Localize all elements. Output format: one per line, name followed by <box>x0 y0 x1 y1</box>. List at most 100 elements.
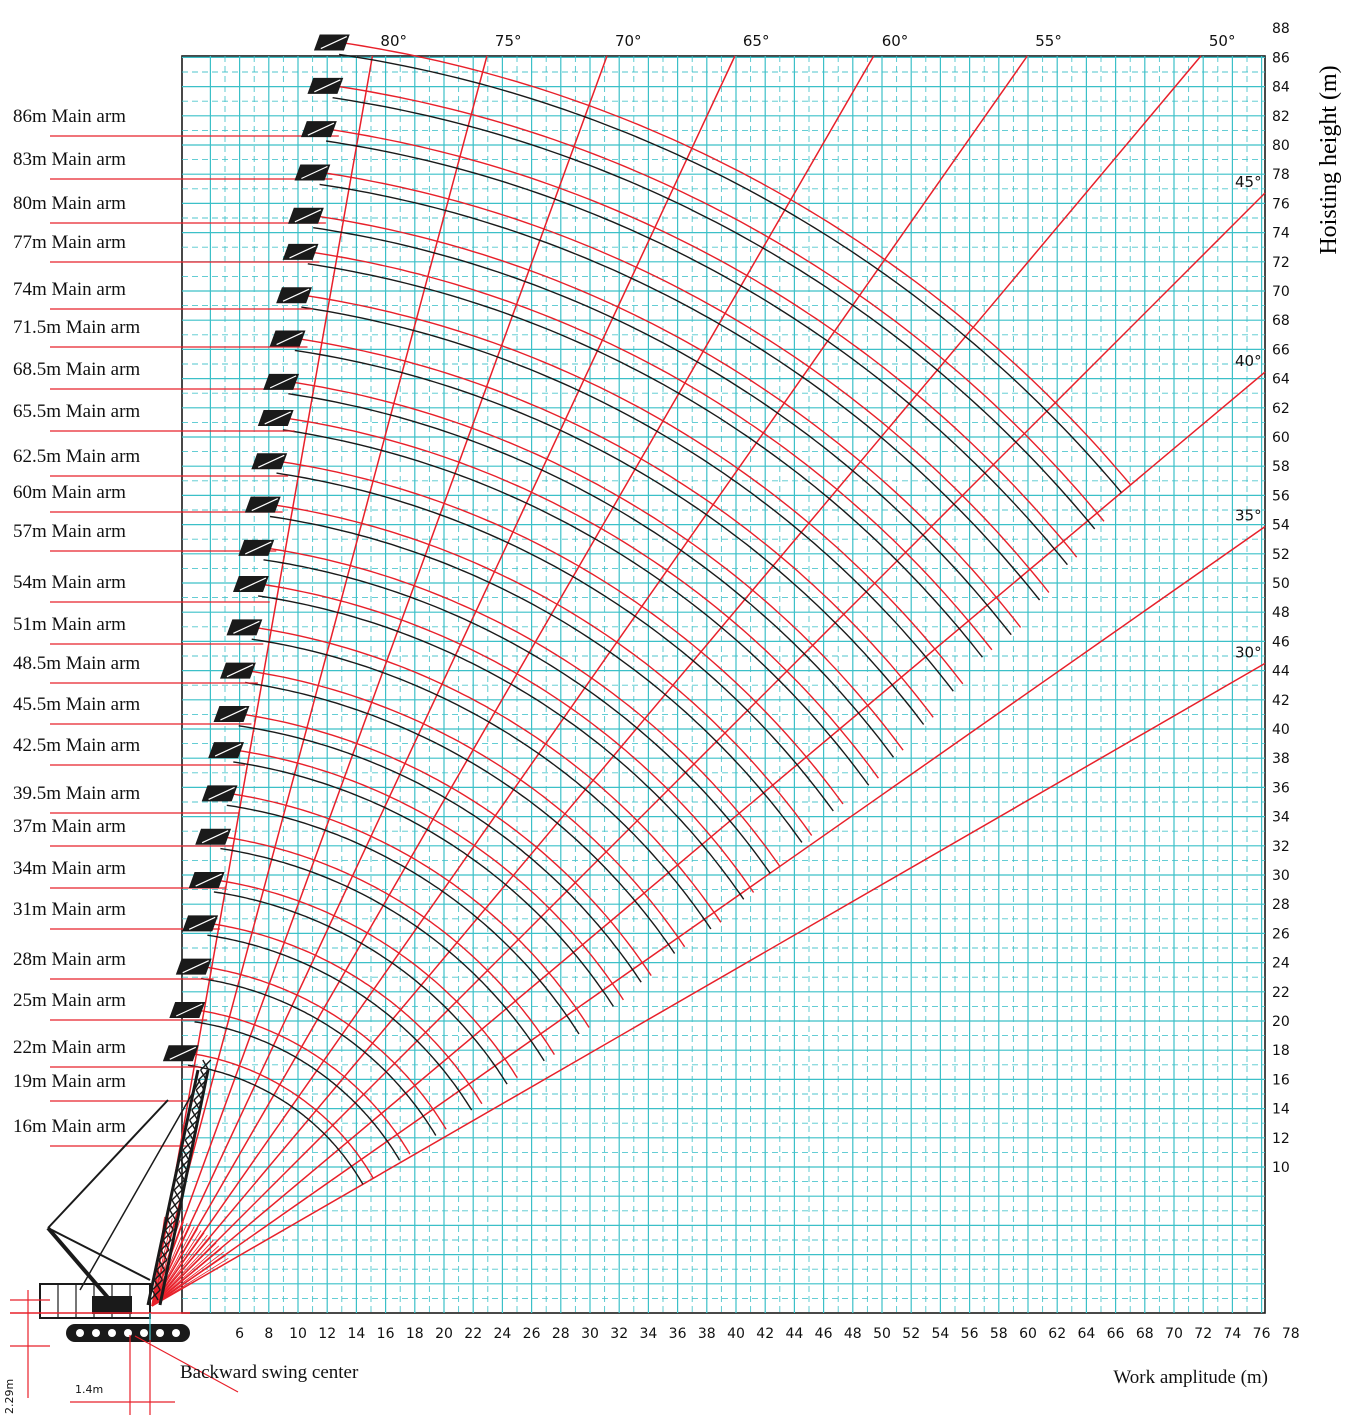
y-tick-label: 36 <box>1272 780 1290 796</box>
y-tick-label: 76 <box>1272 196 1290 212</box>
angle-label: 70° <box>615 32 642 50</box>
boom-label: 16m Main arm <box>13 1116 126 1137</box>
angle-line <box>152 663 1265 1306</box>
x-tick-label: 10 <box>289 1326 307 1342</box>
axis-ticks: 6 8 10 12 14 16 18 20 22 24 26 28 30 32 34 36 38 40 42 44 46… <box>235 21 1300 1342</box>
angle-label: 65° <box>743 32 770 50</box>
boom-arc-black <box>252 639 711 929</box>
x-tick-label: 16 <box>377 1326 395 1342</box>
boom-arc-black <box>301 307 953 691</box>
y-tick-label: 48 <box>1272 605 1290 621</box>
x-tick-label: 44 <box>785 1326 803 1342</box>
x-tick-label: 6 <box>235 1326 244 1342</box>
y-tick-label: 72 <box>1272 255 1290 271</box>
y-tick-label: 56 <box>1272 488 1290 504</box>
mast <box>48 1228 110 1300</box>
y-tick-label: 16 <box>1272 1072 1290 1088</box>
y-tick-label: 18 <box>1272 1043 1290 1059</box>
boom-label: 51m Main arm <box>13 614 126 635</box>
boom-arc-red <box>216 880 518 1078</box>
angle-label: 75° <box>495 32 522 50</box>
y-tick-label: 64 <box>1272 372 1290 388</box>
y-tick-label: 34 <box>1272 810 1290 826</box>
angle-label: 60° <box>882 32 909 50</box>
swing-center-label: Backward swing center <box>180 1362 359 1383</box>
boom-label: 74m Main arm <box>13 279 126 300</box>
boom-label: 39.5m Main arm <box>13 783 140 804</box>
boom-arc-black <box>277 473 834 811</box>
boom-lattice <box>187 1130 193 1140</box>
y-tick-label: 70 <box>1272 284 1290 300</box>
x-tick-label: 58 <box>990 1326 1008 1342</box>
x-tick-label: 14 <box>347 1326 365 1342</box>
x-tick-label: 30 <box>581 1326 599 1342</box>
y-tick-label: 26 <box>1272 926 1290 942</box>
boom-head <box>227 619 263 635</box>
y-tick-label: 50 <box>1272 576 1290 592</box>
y-tick-label: 40 <box>1272 722 1290 738</box>
boom-arc-red <box>196 1010 410 1154</box>
y-tick-label: 78 <box>1272 167 1290 183</box>
boom-head <box>301 121 337 137</box>
boom-head <box>220 663 256 679</box>
boom-head <box>294 164 330 180</box>
x-axis-label: Work amplitude (m) <box>1113 1367 1268 1388</box>
y-tick-label: 30 <box>1272 868 1290 884</box>
y-tick-label: 88 <box>1272 21 1290 37</box>
track-wheel <box>124 1329 132 1337</box>
x-tick-label: 32 <box>610 1326 628 1342</box>
x-tick-label: 36 <box>669 1326 687 1342</box>
x-tick-label: 52 <box>902 1326 920 1342</box>
track-wheel <box>108 1329 116 1337</box>
x-tick-label: 70 <box>1165 1326 1183 1342</box>
x-tick-label: 54 <box>931 1326 949 1342</box>
y-tick-label: 52 <box>1272 547 1290 563</box>
boom-label: 57m Main arm <box>13 521 126 542</box>
boom-arc-black <box>295 350 924 724</box>
angle-label: 40° <box>1235 352 1262 370</box>
pendant <box>48 1228 150 1280</box>
boom-label: 71.5m Main arm <box>13 317 140 338</box>
x-tick-label: 18 <box>406 1326 424 1342</box>
x-tick-label: 48 <box>844 1326 862 1342</box>
y-tick-label: 24 <box>1272 956 1290 972</box>
angle-line <box>152 56 607 1306</box>
y-tick-label: 14 <box>1272 1102 1290 1118</box>
boom-label: 77m Main arm <box>13 232 126 253</box>
boom-lattice <box>174 1190 180 1200</box>
boom-label: 68.5m Main arm <box>13 359 140 380</box>
boom-head <box>276 287 312 303</box>
boom-arc-black <box>245 683 674 954</box>
x-tick-label: 72 <box>1194 1326 1212 1342</box>
angle-label: 80° <box>380 32 407 50</box>
boom-head <box>176 959 212 975</box>
x-tick-label: 56 <box>961 1326 979 1342</box>
y-tick-label: 62 <box>1272 401 1290 417</box>
y-tick-label: 12 <box>1272 1131 1290 1147</box>
boom-chord <box>160 1070 208 1305</box>
angle-label: 55° <box>1035 32 1062 50</box>
dim-vertical-label: 2.29m <box>3 1379 16 1414</box>
track-wheel <box>92 1329 100 1337</box>
boom-head <box>307 78 343 94</box>
y-tick-label: 20 <box>1272 1014 1290 1030</box>
boom-head <box>251 453 287 469</box>
angle-label: 35° <box>1235 507 1262 525</box>
x-tick-label: 42 <box>756 1326 774 1342</box>
x-tick-label: 38 <box>698 1326 716 1342</box>
boom-label: 34m Main arm <box>13 858 126 879</box>
x-tick-label: 12 <box>318 1326 336 1342</box>
boom-label: 22m Main arm <box>13 1037 126 1058</box>
crane-cab <box>92 1296 132 1314</box>
track-wheel <box>76 1329 84 1337</box>
x-tick-label: 34 <box>639 1326 657 1342</box>
y-tick-label: 22 <box>1272 985 1290 1001</box>
boom-label: 31m Main arm <box>13 899 126 920</box>
x-tick-label: 8 <box>264 1326 273 1342</box>
boom-head <box>288 208 324 224</box>
y-tick-label: 46 <box>1272 634 1290 650</box>
y-tick-label: 68 <box>1272 313 1290 329</box>
boom-head <box>214 706 250 722</box>
boom-head <box>208 742 244 758</box>
